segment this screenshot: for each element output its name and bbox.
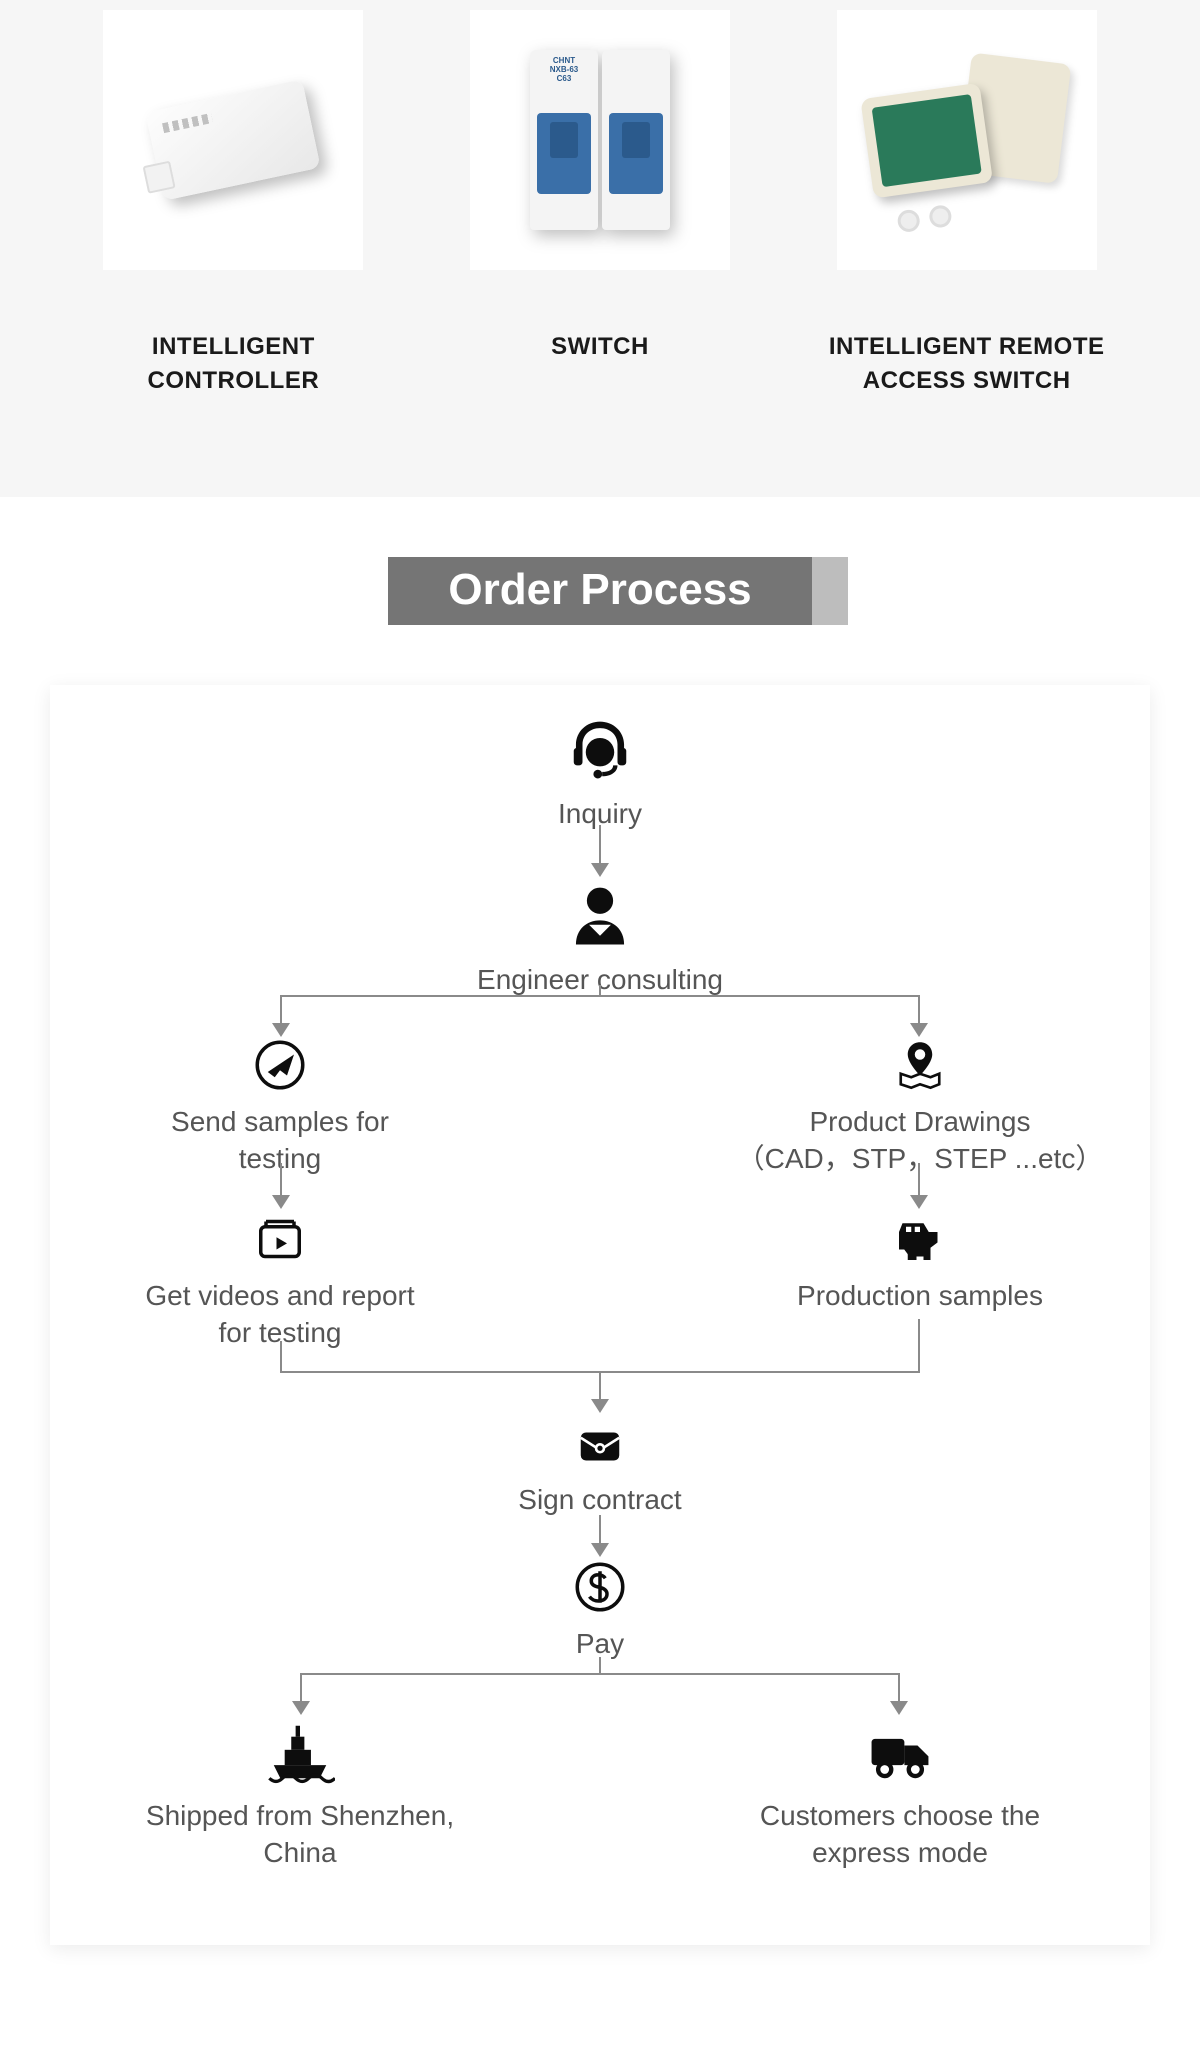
connector: [280, 995, 920, 997]
arrow-icon: [292, 1701, 310, 1715]
connector: [599, 1515, 601, 1545]
banner-shadow: [812, 557, 848, 625]
envelope-icon: [572, 1415, 628, 1471]
connector: [300, 1673, 900, 1675]
arrow-icon: [910, 1023, 928, 1037]
connector: [918, 1319, 920, 1371]
connector: [300, 1673, 302, 1703]
ship-icon: [265, 1717, 335, 1787]
video-icon: [252, 1211, 308, 1267]
node-label: Get videos and report for testing: [140, 1278, 420, 1351]
arrow-icon: [890, 1701, 908, 1715]
node-pay: Pay: [530, 1559, 670, 1662]
product-image-switch: CHNTNXB-63C63: [470, 10, 730, 270]
person-icon: [565, 881, 635, 951]
connector: [280, 1163, 282, 1197]
node-label: Production samples: [770, 1278, 1070, 1314]
product-image-controller: [103, 10, 363, 270]
connector: [599, 1657, 601, 1673]
banner-title: Order Process: [448, 565, 751, 614]
arrow-icon: [591, 1543, 609, 1557]
arrow-icon: [591, 863, 609, 877]
dollar-icon: [572, 1559, 628, 1615]
node-label: Customers choose the express mode: [730, 1798, 1070, 1871]
node-contract: Sign contract: [490, 1415, 710, 1518]
product-label: INTELLIGENT REMOTE ACCESS SWITCH: [803, 330, 1130, 397]
headset-icon: [565, 715, 635, 785]
connector: [599, 825, 601, 865]
node-label: Shipped from Shenzhen, China: [140, 1798, 460, 1871]
product-row: INTELLIGENT CONTROLLER CHNTNXB-63C63 SWI…: [70, 10, 1130, 397]
node-label: Sign contract: [490, 1482, 710, 1518]
connector: [599, 1371, 601, 1401]
arrow-icon: [910, 1195, 928, 1209]
plane-icon: [252, 1037, 308, 1093]
order-process-banner-wrap: Order Process: [0, 497, 1200, 665]
connector: [280, 995, 282, 1025]
connector: [918, 995, 920, 1025]
connector: [599, 985, 601, 995]
connector: [280, 1341, 282, 1371]
connector: [898, 1673, 900, 1703]
arrow-icon: [272, 1195, 290, 1209]
product-card-switch: CHNTNXB-63C63 SWITCH: [437, 10, 764, 397]
flowchart-card: Inquiry Engineer consulting Send samples…: [50, 685, 1150, 1945]
truck-icon: [865, 1717, 935, 1787]
product-label: INTELLIGENT CONTROLLER: [70, 330, 397, 397]
node-shipped: Shipped from Shenzhen, China: [140, 1717, 460, 1871]
node-inquiry: Inquiry: [530, 715, 670, 832]
connector: [918, 1163, 920, 1197]
product-card-remote: INTELLIGENT REMOTE ACCESS SWITCH: [803, 10, 1130, 397]
arrow-icon: [272, 1023, 290, 1037]
product-card-controller: INTELLIGENT CONTROLLER: [70, 10, 397, 397]
map-pin-icon: [892, 1037, 948, 1093]
node-express: Customers choose the express mode: [730, 1717, 1070, 1871]
node-videos: Get videos and report for testing: [140, 1211, 420, 1351]
order-process-banner: Order Process: [388, 557, 811, 625]
product-label: SWITCH: [437, 330, 764, 364]
node-production: Production samples: [770, 1211, 1070, 1314]
node-drawings: Product Drawings （CAD，STP，STEP ...etc）: [690, 1037, 1150, 1177]
arrow-icon: [591, 1399, 609, 1413]
product-image-remote: [837, 10, 1097, 270]
machine-icon: [892, 1211, 948, 1267]
product-section: INTELLIGENT CONTROLLER CHNTNXB-63C63 SWI…: [0, 0, 1200, 497]
node-samples: Send samples for testing: [150, 1037, 410, 1177]
node-engineer: Engineer consulting: [470, 881, 730, 998]
node-label: Product Drawings （CAD，STP，STEP ...etc）: [690, 1104, 1150, 1177]
